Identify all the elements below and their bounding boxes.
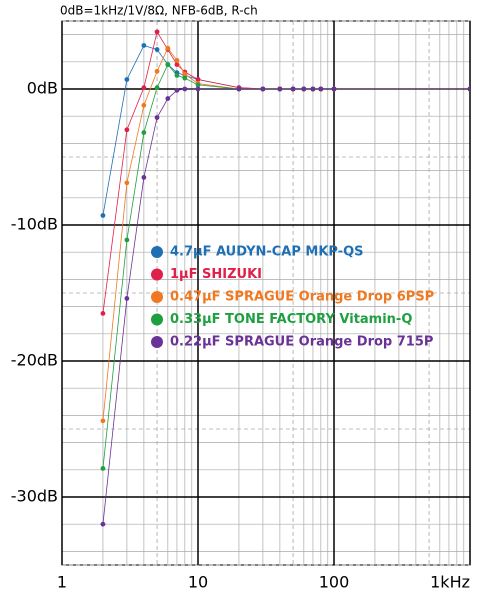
data-point	[236, 86, 242, 92]
data-point	[301, 86, 307, 92]
data-point	[100, 418, 106, 424]
plot-area	[100, 29, 470, 527]
data-point	[154, 85, 160, 91]
legend-marker	[151, 313, 163, 326]
data-point	[154, 68, 160, 74]
data-point	[174, 62, 180, 67]
data-point	[124, 296, 130, 301]
legend-label: 0.22µF SPRAGUE Orange Drop 715P	[170, 335, 433, 350]
y-tick-label: 0dB	[27, 79, 58, 98]
data-point	[124, 127, 130, 133]
data-point	[100, 466, 106, 471]
data-point	[195, 82, 201, 88]
data-point	[318, 86, 324, 92]
x-tick-label: 100	[319, 573, 350, 592]
x-tick-label: 10	[188, 573, 208, 592]
data-point	[174, 73, 180, 78]
data-point	[165, 62, 171, 67]
data-point	[100, 311, 106, 316]
data-point	[467, 86, 470, 92]
legend-marker	[151, 336, 163, 348]
data-point	[174, 58, 180, 63]
data-point	[154, 29, 160, 35]
data-point	[124, 237, 130, 243]
data-point	[277, 86, 283, 92]
legend-label: 4.7µF AUDYN-CAP MKP-QS	[170, 245, 364, 260]
y-tick-label: -10dB	[11, 215, 58, 234]
data-point	[195, 86, 201, 92]
data-point	[100, 213, 106, 218]
data-point	[124, 180, 130, 186]
y-tick-label: -20dB	[11, 351, 58, 370]
chart-title: 0dB=1kHz/1V/8Ω, NFB-6dB, R-ch	[60, 4, 258, 18]
legend-label: 1µF SHIZUKI	[170, 267, 262, 282]
legend-marker	[151, 291, 163, 303]
legend-marker	[151, 268, 163, 281]
data-point	[182, 71, 188, 77]
legend-label: 0.33µF TONE FACTORY Vitamin-Q	[170, 312, 412, 327]
data-point	[182, 86, 188, 92]
data-point	[310, 86, 316, 92]
data-point	[260, 86, 266, 92]
data-point	[141, 130, 147, 135]
data-point	[174, 87, 180, 93]
data-point	[141, 43, 147, 48]
data-point	[141, 85, 147, 91]
series-line	[102, 63, 470, 469]
data-point	[124, 77, 130, 82]
grid	[61, 20, 471, 566]
series-line	[102, 47, 470, 421]
data-point	[141, 175, 147, 180]
data-point	[195, 77, 201, 82]
data-point	[182, 75, 188, 81]
data-point	[165, 96, 171, 101]
x-tick-label: 1	[57, 573, 67, 592]
legend-marker	[151, 246, 163, 258]
data-point	[290, 86, 296, 92]
data-point	[141, 102, 147, 108]
data-point	[154, 115, 160, 120]
data-point	[331, 86, 337, 92]
x-tick-label: 1kHz	[430, 573, 470, 592]
data-point	[154, 47, 160, 52]
legend-label: 0.47µF SPRAGUE Orange Drop 6PSP	[170, 290, 434, 305]
y-tick-label: -30dB	[11, 487, 58, 506]
data-point	[100, 521, 106, 527]
data-point	[165, 45, 171, 51]
